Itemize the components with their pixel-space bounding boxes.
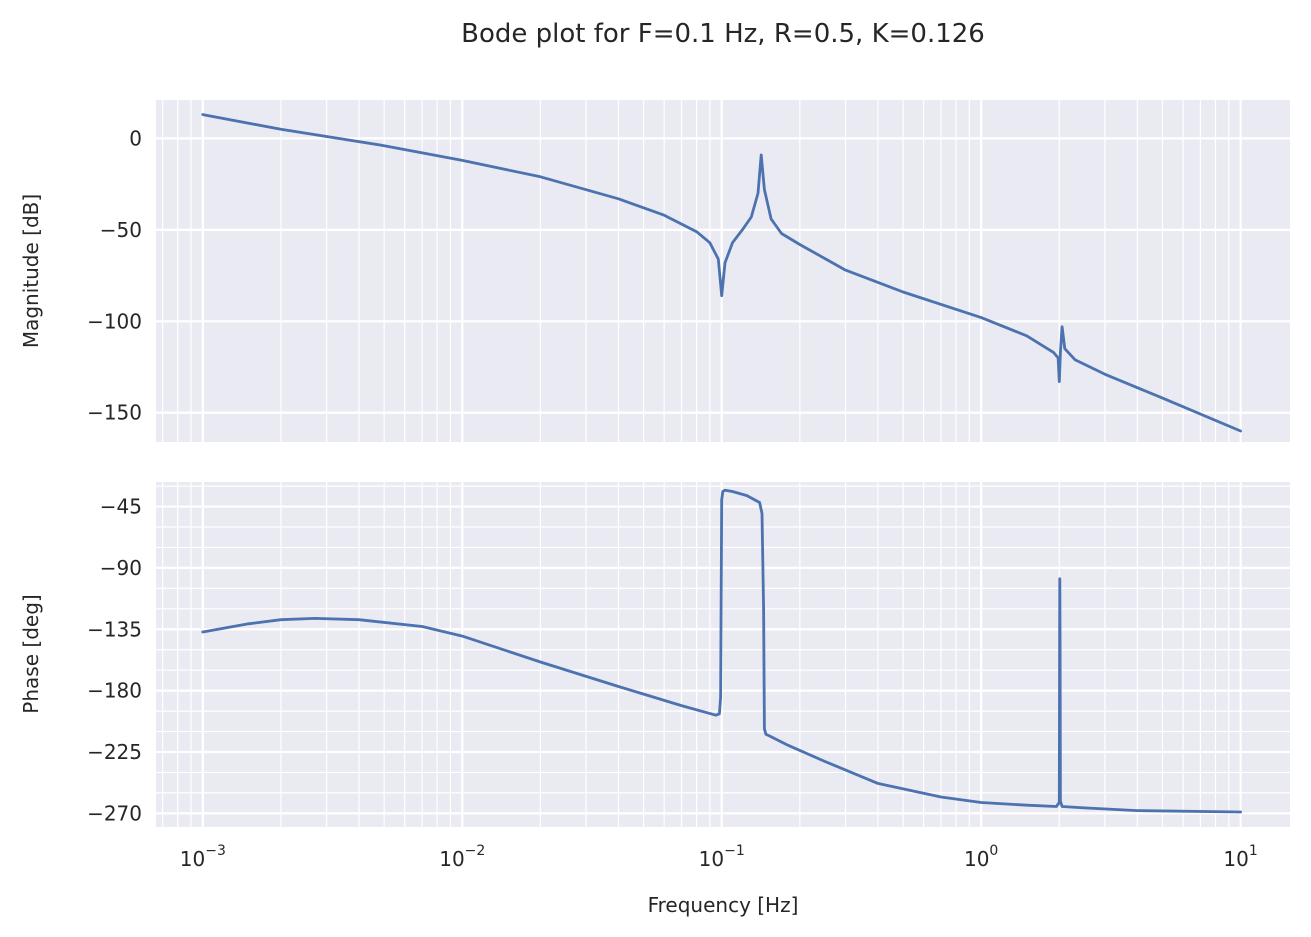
phase-y-ticks: −45 −90 −135 −180 −225 −270 xyxy=(87,495,142,826)
magnitude-y-ticks: 0 −50 −100 −150 xyxy=(87,126,142,424)
magnitude-series-line xyxy=(201,113,1242,433)
phase-y-tick-label: −180 xyxy=(87,679,142,703)
phase-plot: −45−90−135−180−225−270 10−3 10−2 10−1 100 10… xyxy=(19,482,1290,871)
magnitude-y-tick-label: −50 xyxy=(100,218,142,242)
phase-series-line xyxy=(201,488,1242,814)
phase-plot-area xyxy=(156,482,1290,827)
magnitude-grid xyxy=(156,100,1290,442)
x-tick-label: 101 xyxy=(1223,843,1257,871)
x-tick-label: 10−2 xyxy=(439,843,485,871)
phase-y-tick-label: −90 xyxy=(100,556,142,580)
magnitude-plot: 0 −50 −100 −150 Magnitude [dB] xyxy=(19,100,1290,442)
magnitude-y-tick-label: 0 xyxy=(129,126,142,150)
x-tick-label: 10−1 xyxy=(699,843,745,871)
phase-grid xyxy=(156,482,1290,827)
x-tick-label: 100 xyxy=(964,843,998,871)
x-axis-label: Frequency [Hz] xyxy=(648,893,799,917)
magnitude-y-tick-label: −150 xyxy=(87,401,142,425)
phase-y-tick-label: −270 xyxy=(87,801,142,825)
phase-y-tick-label: −225 xyxy=(87,740,142,764)
x-tick-label: 10−3 xyxy=(180,843,226,871)
phase-x-ticks: 10−3 10−2 10−1 100 101 xyxy=(180,843,1258,871)
chart-title: Bode plot for F=0.1 Hz, R=0.5, K=0.126 xyxy=(461,19,985,49)
phase-y-axis-label: Phase [deg] xyxy=(19,594,43,713)
magnitude-y-tick-label: −100 xyxy=(87,309,142,333)
phase-y-tick-label: −135 xyxy=(87,617,142,641)
phase-y-tick-label: −45 xyxy=(100,495,142,519)
magnitude-y-axis-label: Magnitude [dB] xyxy=(19,194,43,348)
